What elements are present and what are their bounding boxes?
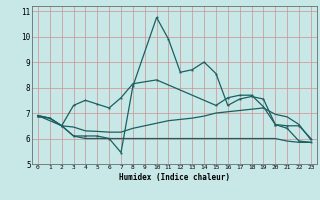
X-axis label: Humidex (Indice chaleur): Humidex (Indice chaleur) [119, 173, 230, 182]
